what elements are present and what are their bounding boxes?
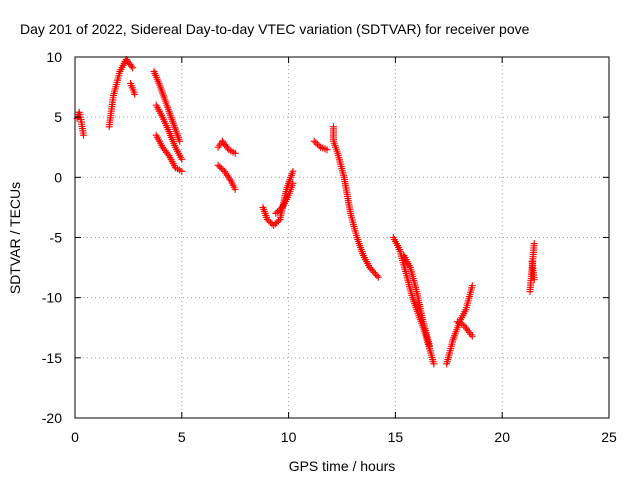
data-point [289, 167, 297, 175]
data-point [219, 166, 227, 174]
x-tick-label: 10 [281, 429, 297, 445]
data-point [178, 155, 186, 163]
data-point [266, 218, 274, 226]
data-point [273, 208, 281, 216]
data-point [315, 142, 323, 150]
data-point [271, 220, 279, 228]
y-tick-label: 5 [54, 109, 62, 125]
data-point [224, 144, 232, 152]
data-point [214, 161, 222, 169]
chart-title: Day 201 of 2022, Sidereal Day-to-day VTE… [20, 21, 530, 37]
data-point [231, 149, 239, 157]
data-point [468, 282, 476, 290]
data-point [216, 163, 224, 171]
data-point [127, 62, 135, 70]
data-point [272, 209, 280, 217]
data-point [312, 139, 320, 147]
data-point [231, 185, 239, 193]
x-tick-label: 15 [388, 429, 404, 445]
data-point [277, 205, 285, 213]
data-point [426, 342, 434, 350]
data-point [217, 164, 225, 172]
data-point [430, 360, 438, 368]
data-point [468, 332, 476, 340]
data-point [164, 150, 172, 158]
y-tick-label: 0 [54, 169, 62, 185]
y-axis-label: SDTVAR / TECUs [7, 182, 23, 294]
y-tick-label: -5 [50, 230, 63, 246]
x-tick-label: 25 [601, 429, 617, 445]
data-point [176, 137, 184, 145]
data-point [263, 215, 271, 223]
x-tick-label: 0 [71, 429, 79, 445]
data-point [374, 273, 382, 281]
x-tick-label: 20 [494, 429, 510, 445]
y-tick-label: -20 [42, 410, 62, 426]
data-point [270, 221, 278, 229]
data-points-layer [73, 55, 538, 368]
grid-layer [75, 57, 609, 418]
data-point [530, 240, 538, 248]
data-point [265, 217, 273, 225]
data-point [323, 146, 331, 154]
y-tick-label: 10 [46, 49, 62, 65]
x-tick-label: 5 [178, 429, 186, 445]
data-point [131, 90, 139, 98]
y-tick-label: -15 [42, 350, 62, 366]
y-tick-label: -10 [42, 290, 62, 306]
data-point [274, 217, 282, 225]
data-point [129, 64, 137, 72]
data-point [313, 140, 321, 148]
data-point [273, 218, 281, 226]
data-point [80, 131, 88, 139]
data-point [289, 179, 297, 187]
data-point [530, 276, 538, 284]
data-point [178, 167, 186, 175]
x-axis-label: GPS time / hours [289, 458, 396, 474]
data-point [373, 272, 381, 280]
data-point [310, 137, 318, 145]
data-point [275, 206, 283, 214]
tick-layer: 0 5 10 15 20 25 -20 -15 -10 -5 0 5 10 [42, 49, 617, 445]
